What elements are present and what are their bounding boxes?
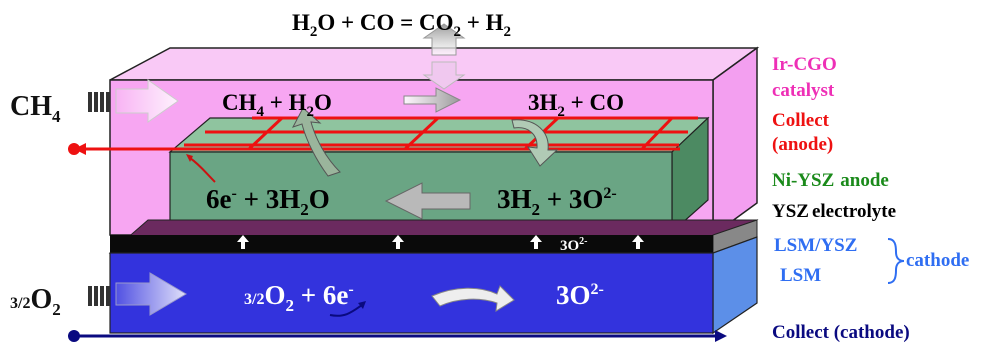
cathode-reaction-arrow [431, 285, 515, 312]
ch4-inlet-tube [88, 92, 110, 112]
catalyst-label-1: Ir-CGO [772, 54, 837, 75]
cathode-layer [109, 236, 758, 335]
lsm-label: LSM [780, 265, 821, 286]
shift-vertical-arrow [422, 23, 466, 90]
electrolyte-label: YSZ electrolyte [772, 201, 896, 222]
collect-anode-label-2: (anode) [772, 134, 833, 155]
anode-label: Ni-YSZ anode [772, 170, 889, 191]
anode-reaction-right: 3H2 + 3O2- [497, 184, 617, 219]
o2-inlet-tube [88, 286, 110, 306]
ion-arrows [237, 235, 644, 249]
cathode-brace [887, 238, 905, 284]
cathode-label: cathode [906, 250, 969, 271]
reform-reaction-right: 3H2 + CO [528, 90, 624, 120]
anode-layer [168, 116, 710, 234]
ch4-input-label: CH4 [10, 91, 61, 126]
o2-inlet-arrow [115, 272, 187, 316]
anode-collector-mesh [184, 116, 698, 151]
collect-anode-label-1: Collect [772, 110, 830, 131]
anode-collector-lead [68, 143, 680, 183]
anode-reaction-arrow [384, 182, 471, 220]
reform-arrow [403, 87, 462, 113]
anode-reaction-left: 6e- + 3H2O [206, 184, 330, 219]
catalyst-label-2: catalyst [772, 80, 835, 101]
h2o-curved-arrow [291, 107, 341, 177]
cathode-collector-lead [68, 301, 727, 342]
lsm-ysz-label: LSM/YSZ [774, 235, 857, 256]
ch4-inlet-arrow [115, 79, 179, 123]
cathode-reaction-left: 3/2O2 + 6e- [244, 280, 354, 315]
shift-reaction: H2O + CO = CO2 + H2 [292, 10, 511, 40]
reform-reaction-left: CH4 + H2O [222, 90, 332, 120]
h2-curved-arrow [511, 119, 559, 167]
cathode-reaction-right: 3O2- [556, 280, 604, 310]
o2-input-label: 3/2O2 [10, 284, 61, 319]
electrolyte-ion-label: 3O2- [560, 236, 588, 254]
electrolyte-layer [108, 219, 759, 254]
collect-cathode-label: Collect (cathode) [772, 322, 910, 343]
